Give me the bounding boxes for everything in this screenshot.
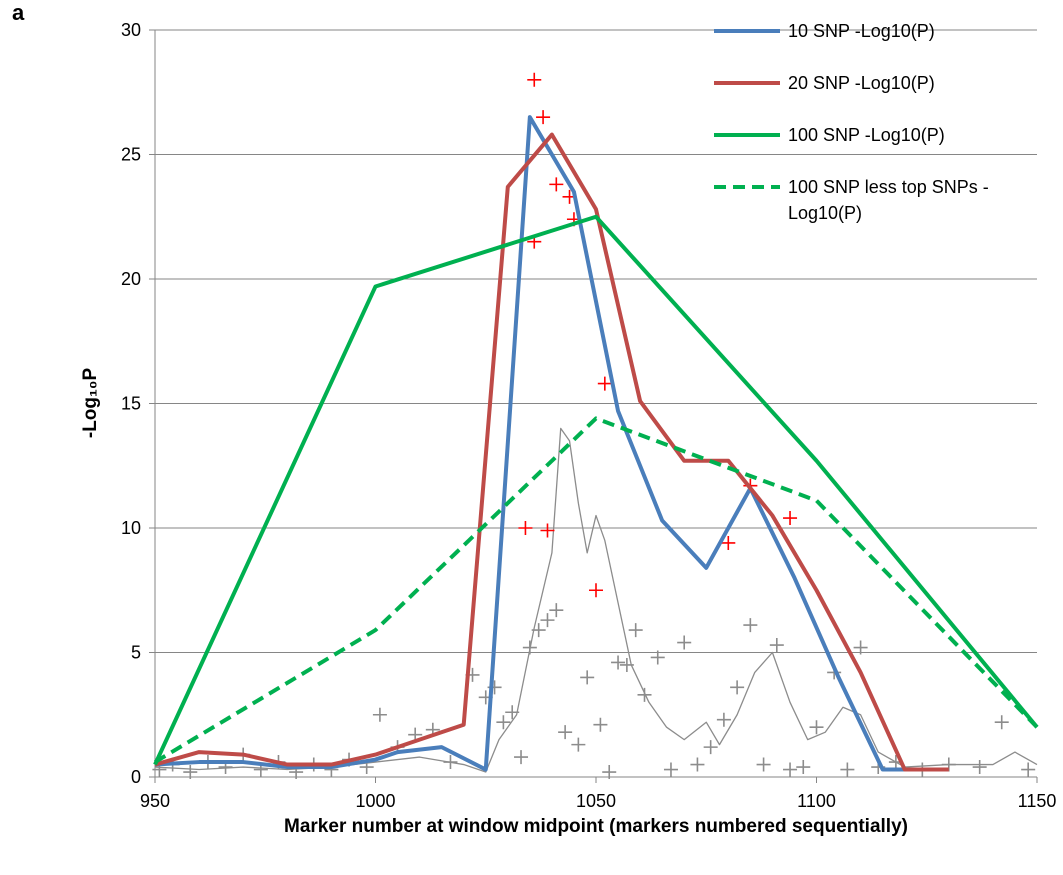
legend-swatch — [714, 133, 780, 137]
x-tick-label: 1100 — [797, 791, 836, 811]
cross-marker — [783, 511, 798, 526]
legend-item: 20 SNP -Log10(P) — [712, 70, 1052, 96]
cross-marker — [597, 376, 612, 391]
cross-marker — [783, 762, 798, 777]
cross-marker — [809, 720, 824, 735]
cross-marker — [443, 755, 458, 770]
legend: 10 SNP -Log10(P) 20 SNP -Log10(P) 100 SNP … — [712, 18, 1052, 252]
cross-marker — [536, 110, 551, 125]
cross-marker — [372, 707, 387, 722]
y-tick-label: 10 — [121, 518, 141, 538]
x-tick-label: 1150 — [1018, 791, 1057, 811]
cross-marker — [650, 650, 665, 665]
cross-marker — [549, 603, 564, 618]
series-line — [154, 115, 927, 772]
cross-marker — [514, 750, 529, 765]
cross-marker — [756, 757, 771, 772]
cross-marker — [703, 740, 718, 755]
series-line — [153, 214, 1039, 766]
cross-marker — [496, 715, 511, 730]
cross-marker — [730, 680, 745, 695]
x-tick-label: 1000 — [355, 791, 395, 811]
legend-swatch — [714, 29, 780, 33]
y-tick-label: 20 — [121, 269, 141, 289]
cross-marker — [540, 613, 555, 628]
y-tick-label: 30 — [121, 20, 141, 40]
cross-marker — [611, 655, 626, 670]
x-tick-label: 950 — [140, 791, 170, 811]
cross-marker — [972, 760, 987, 775]
cross-marker — [743, 618, 758, 633]
cross-marker — [558, 725, 573, 740]
series-line — [153, 416, 1039, 764]
cross-marker — [571, 737, 586, 752]
cross-marker — [518, 521, 533, 535]
cross-marker — [853, 640, 868, 655]
cross-marker — [522, 640, 537, 655]
cross-marker — [677, 635, 692, 650]
cross-marker — [663, 762, 678, 777]
legend-label: 100 SNP less top SNPs - Log10(P) — [788, 177, 989, 223]
legend-label: 10 SNP -Log10(P) — [788, 21, 935, 41]
legend-swatch — [714, 185, 780, 189]
y-axis-title: -Log₁₀P — [80, 368, 101, 439]
panel-label: a — [12, 0, 25, 25]
x-tick-label: 1050 — [576, 791, 616, 811]
y-tick-label: 5 — [131, 643, 141, 663]
y-tick-label: 0 — [131, 767, 141, 787]
cross-marker — [593, 717, 608, 732]
cross-marker — [602, 765, 617, 780]
cross-marker — [721, 535, 736, 550]
cross-marker — [716, 712, 731, 727]
cross-marker — [796, 760, 811, 775]
cross-marker — [769, 638, 784, 653]
cross-marker — [628, 623, 643, 638]
cross-marker — [549, 177, 564, 192]
x-axis-title: Marker number at window midpoint (marker… — [284, 816, 908, 837]
cross-marker — [619, 657, 634, 672]
cross-marker — [690, 757, 705, 772]
cross-marker — [505, 705, 520, 720]
cross-marker — [994, 715, 1009, 730]
cross-marker — [840, 762, 855, 777]
legend-label: 100 SNP -Log10(P) — [788, 125, 945, 145]
trace-line — [154, 427, 1038, 773]
legend-swatch — [714, 81, 780, 85]
legend-label: 20 SNP -Log10(P) — [788, 73, 935, 93]
cross-marker — [1021, 762, 1036, 777]
y-tick-label: 15 — [121, 394, 141, 414]
legend-item: 10 SNP -Log10(P) — [712, 18, 1052, 44]
y-tick-label: 25 — [121, 145, 141, 165]
cross-marker — [637, 687, 652, 702]
cross-marker — [580, 670, 595, 685]
cross-marker — [527, 72, 542, 87]
cross-marker — [183, 765, 198, 780]
cross-marker — [531, 623, 546, 638]
legend-item: 100 SNP less top SNPs - Log10(P) — [712, 174, 1052, 226]
cross-marker — [589, 583, 603, 598]
cross-marker — [540, 523, 555, 538]
legend-item: 100 SNP -Log10(P) — [712, 122, 1052, 148]
series-line — [154, 132, 949, 772]
